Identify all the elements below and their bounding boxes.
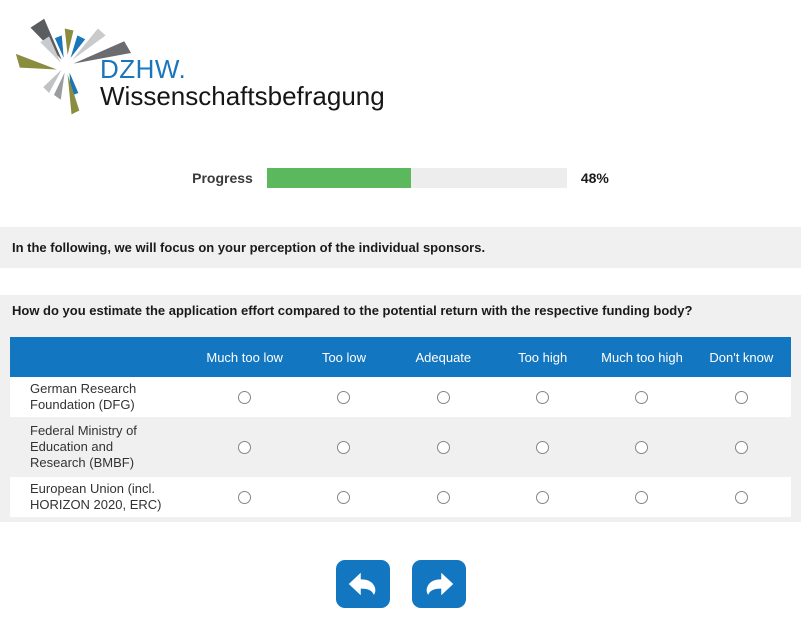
forward-button[interactable] bbox=[411, 560, 466, 608]
intro-banner: In the following, we will focus on your … bbox=[0, 227, 801, 268]
radio-bmbf-too-low[interactable] bbox=[337, 440, 351, 454]
column-header-dont-know: Don't know bbox=[709, 349, 774, 365]
progress-fill bbox=[266, 168, 411, 188]
radio-bmbf-adequate[interactable] bbox=[436, 440, 450, 454]
column-header-too-low: Too low bbox=[321, 349, 367, 365]
dzhw-starburst-icon bbox=[15, 18, 132, 115]
radio-bmbf-dont-know[interactable] bbox=[734, 440, 748, 454]
intro-banner-text: In the following, we will focus on your … bbox=[12, 240, 486, 255]
column-header-too-high: Too high bbox=[518, 349, 568, 365]
row-label: German Research Foundation (DFG) bbox=[30, 381, 137, 412]
forward-arrow-icon bbox=[426, 572, 453, 596]
radio-dfg-dont-know[interactable] bbox=[734, 390, 748, 404]
progress-bar bbox=[266, 168, 567, 188]
table-row-dfg: German Research Foundation (DFG) bbox=[10, 377, 791, 417]
column-header-adequate: Adequate bbox=[415, 349, 472, 365]
back-button[interactable] bbox=[335, 560, 390, 608]
table-row-eu: European Union (incl. HORIZON 2020, ERC) bbox=[10, 477, 791, 517]
radio-bmbf-much-too-high[interactable] bbox=[635, 440, 649, 454]
radio-bmbf-much-too-low[interactable] bbox=[238, 440, 252, 454]
progress-section: Progress 48% bbox=[0, 168, 801, 188]
radio-dfg-adequate[interactable] bbox=[436, 390, 450, 404]
radio-bmbf-too-high[interactable] bbox=[536, 440, 550, 454]
row-label: European Union (incl. HORIZON 2020, ERC) bbox=[30, 481, 162, 512]
row-label: Federal Ministry of Education and Resear… bbox=[30, 423, 137, 470]
radio-dfg-too-low[interactable] bbox=[337, 390, 351, 404]
radio-eu-too-low[interactable] bbox=[337, 490, 351, 504]
column-header-much-too-low: Much too low bbox=[206, 349, 283, 365]
radio-dfg-too-high[interactable] bbox=[536, 390, 550, 404]
progress-label: Progress bbox=[192, 170, 253, 186]
radio-dfg-much-too-high[interactable] bbox=[635, 390, 649, 404]
column-header-blank bbox=[10, 352, 195, 362]
radio-eu-adequate[interactable] bbox=[436, 490, 450, 504]
radio-eu-dont-know[interactable] bbox=[734, 490, 748, 504]
radio-eu-much-too-high[interactable] bbox=[635, 490, 649, 504]
radio-dfg-much-too-low[interactable] bbox=[238, 390, 252, 404]
radio-eu-too-high[interactable] bbox=[536, 490, 550, 504]
matrix-table: Much too low Too low Adequate Too high M… bbox=[10, 337, 791, 517]
matrix-header-row: Much too low Too low Adequate Too high M… bbox=[10, 337, 791, 377]
progress-percent: 48% bbox=[580, 170, 609, 186]
logo-text-block: DZHW. Wissenschaftsbefragung bbox=[100, 56, 385, 110]
column-header-much-too-high: Much too high bbox=[601, 349, 683, 365]
back-arrow-icon bbox=[348, 572, 375, 596]
question-text: How do you estimate the application effo… bbox=[12, 303, 693, 318]
question-panel: How do you estimate the application effo… bbox=[0, 295, 801, 522]
logo-brand-text: DZHW. bbox=[100, 54, 187, 84]
radio-eu-much-too-low[interactable] bbox=[238, 490, 252, 504]
page-header: DZHW. Wissenschaftsbefragung bbox=[0, 0, 801, 138]
nav-buttons bbox=[0, 560, 801, 608]
logo-subtitle-text: Wissenschaftsbefragung bbox=[100, 81, 385, 111]
table-row-bmbf: Federal Ministry of Education and Resear… bbox=[10, 417, 791, 477]
